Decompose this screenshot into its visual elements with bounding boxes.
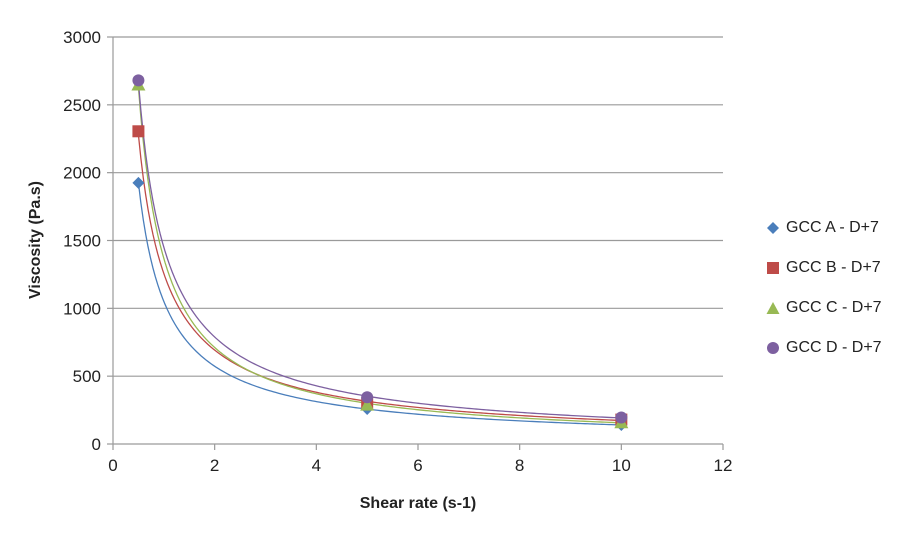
data-point [615, 411, 628, 424]
legend-item-gcc-d: GCC D - D+7 [766, 328, 882, 368]
trendlines [137, 82, 622, 426]
data-point [132, 74, 145, 87]
data-point [360, 397, 375, 411]
x-axis-title: Shear rate (s-1) [360, 495, 477, 512]
x-tick-label: 8 [515, 456, 524, 475]
legend-label: GCC D - D+7 [786, 339, 882, 356]
legend-label: GCC A - D+7 [786, 219, 879, 236]
trendline [137, 134, 622, 422]
x-tick-label: 2 [210, 456, 219, 475]
y-tick-label: 0 [92, 435, 101, 454]
axes: 0 500 1000 1500 2000 2500 3000 0 2 4 6 8 10 12 [63, 28, 732, 475]
data-point [132, 125, 145, 138]
x-tick-label: 0 [108, 456, 117, 475]
circle-marker-icon [767, 342, 779, 354]
y-tick-label: 3000 [63, 28, 101, 47]
legend-item-gcc-b: GCC B - D+7 [766, 248, 882, 288]
gridlines [113, 36, 723, 377]
y-tick-label: 500 [73, 367, 101, 386]
data-point [361, 391, 374, 404]
legend-label: GCC C - D+7 [786, 299, 882, 316]
triangle-marker-icon [766, 302, 780, 314]
y-tick-label: 2000 [63, 164, 101, 183]
y-tick-label: 2500 [63, 96, 101, 115]
data-point [132, 176, 145, 189]
y-tick-label: 1000 [63, 299, 101, 318]
trendline [137, 182, 622, 426]
x-tick-label: 10 [612, 456, 631, 475]
legend-label: GCC B - D+7 [786, 259, 881, 276]
y-axis-title: Viscosity (Pa.s) [27, 181, 44, 299]
diamond-marker-icon [767, 222, 779, 234]
x-tick-label: 6 [413, 456, 422, 475]
x-tick-label: 12 [714, 456, 733, 475]
square-marker-icon [767, 262, 779, 274]
legend: GCC A - D+7 GCC B - D+7 GCC C - D+7 GCC … [766, 208, 882, 368]
trendline [137, 82, 622, 419]
x-tick-label: 4 [312, 456, 321, 475]
legend-item-gcc-c: GCC C - D+7 [766, 288, 882, 328]
y-tick-label: 1500 [63, 232, 101, 251]
trendline [137, 87, 622, 424]
data-points [131, 74, 629, 432]
legend-item-gcc-a: GCC A - D+7 [766, 208, 882, 248]
